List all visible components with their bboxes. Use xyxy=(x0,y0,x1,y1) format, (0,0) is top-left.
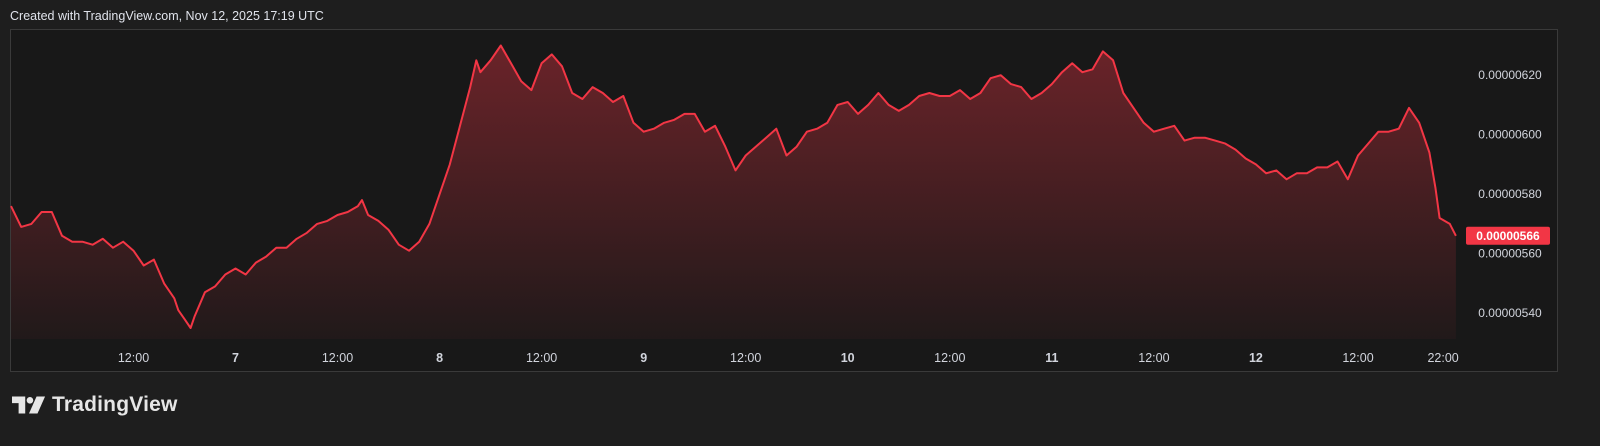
chart-attribution: Created with TradingView.com, Nov 12, 20… xyxy=(10,9,324,23)
y-tick-label: 0.00000560 xyxy=(1478,247,1542,261)
x-tick-label: 9 xyxy=(640,351,647,365)
x-tick-label: 7 xyxy=(232,351,239,365)
x-tick-label: 12 xyxy=(1249,351,1263,365)
x-tick-label: 11 xyxy=(1045,351,1058,365)
x-tick-label: 22:00 xyxy=(1427,351,1458,365)
brand-name: TradingView xyxy=(52,393,178,416)
x-tick-label: 12:00 xyxy=(730,351,761,365)
tradingview-logo[interactable]: TradingView xyxy=(12,393,178,417)
x-tick-label: 8 xyxy=(436,351,443,365)
y-tick-label: 0.00000620 xyxy=(1478,68,1542,82)
x-tick-label: 12:00 xyxy=(322,351,353,365)
y-tick-label: 0.00000540 xyxy=(1478,306,1542,320)
x-tick-label: 12:00 xyxy=(1342,351,1373,365)
price-area-fill xyxy=(11,45,1456,339)
x-tick-label: 12:00 xyxy=(934,351,965,365)
last-price-label: 0.00000566 xyxy=(1476,229,1540,243)
x-tick-label: 10 xyxy=(841,351,855,365)
y-tick-label: 0.00000600 xyxy=(1478,128,1542,142)
y-tick-label: 0.00000580 xyxy=(1478,187,1542,201)
x-tick-label: 12:00 xyxy=(526,351,557,365)
x-tick-label: 12:00 xyxy=(118,351,149,365)
last-price-badge xyxy=(1466,226,1550,245)
price-line xyxy=(10,44,1457,329)
x-tick-label: 12:00 xyxy=(1138,351,1169,365)
tradingview-logo-icon xyxy=(12,396,46,414)
